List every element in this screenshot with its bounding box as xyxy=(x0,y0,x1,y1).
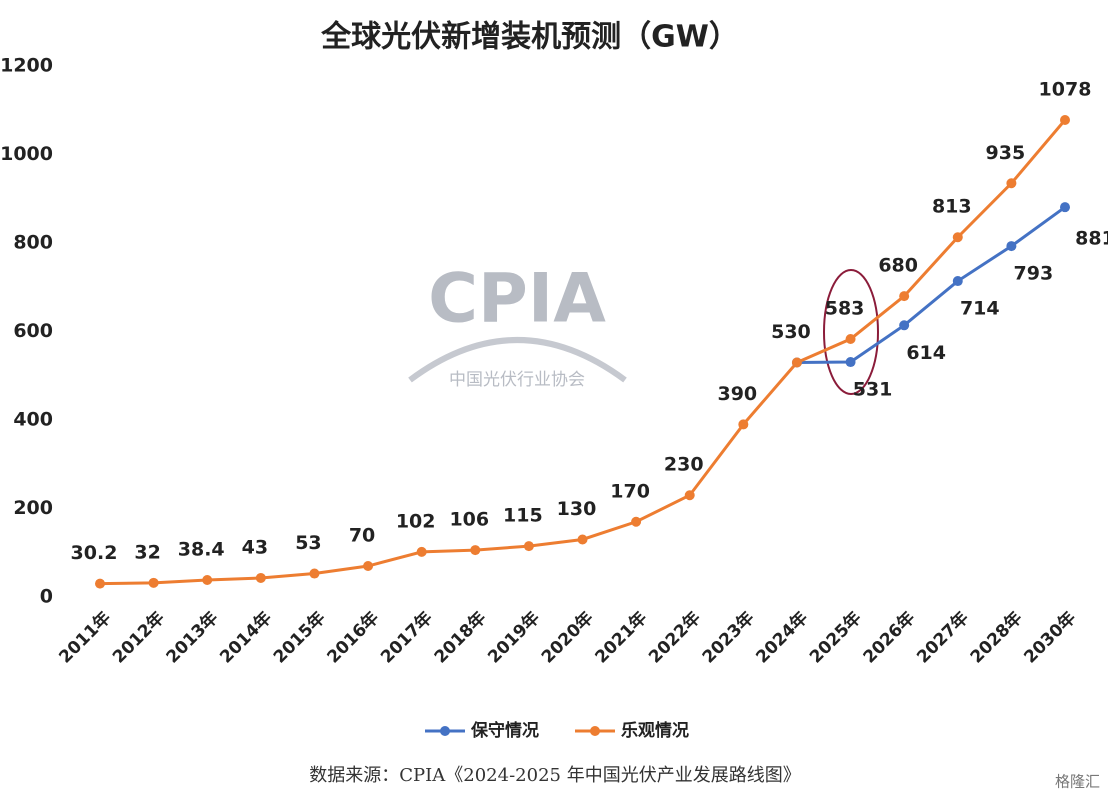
data-label: 102 xyxy=(396,510,436,532)
data-point xyxy=(95,578,105,589)
x-tick-label: 2014年 xyxy=(216,607,276,667)
data-label: 583 xyxy=(825,298,865,320)
data-label: 43 xyxy=(242,536,268,558)
data-label: 230 xyxy=(664,454,704,476)
x-tick-label: 2025年 xyxy=(805,607,865,667)
x-tick-label: 2012年 xyxy=(108,607,168,667)
data-point xyxy=(684,490,695,501)
x-tick-label: 2011年 xyxy=(55,607,115,667)
y-tick-label: 200 xyxy=(13,497,53,519)
legend-swatch-dot xyxy=(590,726,600,736)
data-label: 714 xyxy=(960,298,1000,320)
data-point xyxy=(845,334,856,345)
x-tick-label: 2030年 xyxy=(1020,607,1080,667)
data-point xyxy=(1060,114,1070,125)
data-point xyxy=(577,534,588,545)
data-point xyxy=(952,232,963,243)
x-tick-label: 2017年 xyxy=(376,607,436,667)
x-tick-label: 2015年 xyxy=(269,607,329,667)
data-point xyxy=(738,419,749,430)
data-label: 106 xyxy=(449,509,489,531)
corner-mark: 格隆汇 xyxy=(1055,773,1100,791)
data-point xyxy=(791,357,802,368)
data-label: 38.4 xyxy=(178,539,225,561)
data-point xyxy=(1006,178,1017,189)
legend-label: 保守情况 xyxy=(470,720,539,741)
data-label: 1078 xyxy=(1039,78,1092,100)
data-label: 115 xyxy=(503,505,543,527)
data-point xyxy=(202,575,213,586)
x-tick-label: 2020年 xyxy=(537,607,597,667)
x-tick-label: 2028年 xyxy=(966,607,1026,667)
source-note: 数据来源：CPIA《2024-2025 年中国光伏产业发展路线图》 xyxy=(309,765,800,786)
legend-label: 乐观情况 xyxy=(621,720,689,741)
x-tick-label: 2018年 xyxy=(430,607,490,667)
y-tick-label: 800 xyxy=(13,232,53,254)
data-point xyxy=(523,541,534,552)
data-point xyxy=(1060,202,1070,213)
data-point xyxy=(631,516,642,527)
watermark-arc xyxy=(408,337,627,383)
data-point xyxy=(363,561,374,572)
x-tick-label: 2022年 xyxy=(644,607,704,667)
data-label: 680 xyxy=(878,255,918,277)
data-label: 530 xyxy=(771,321,811,343)
y-tick-label: 1200 xyxy=(0,55,53,77)
data-label: 793 xyxy=(1014,263,1054,285)
chart-title: 全球光伏新增装机预测（GW） xyxy=(320,20,739,55)
x-tick-label: 2013年 xyxy=(162,607,222,667)
data-label: 531 xyxy=(853,379,893,401)
x-tick-label: 2016年 xyxy=(323,607,383,667)
data-label: 53 xyxy=(295,532,321,554)
highlight-ellipse xyxy=(823,269,879,395)
data-point xyxy=(309,568,320,579)
legend-swatch-dot xyxy=(440,726,450,736)
y-tick-label: 400 xyxy=(13,409,53,431)
watermark-logo: CPIA xyxy=(428,260,606,339)
data-label: 881 xyxy=(1075,228,1108,250)
data-label: 390 xyxy=(717,383,757,405)
data-label: 32 xyxy=(134,541,160,563)
watermark-org: 中国光伏行业协会 xyxy=(449,370,585,390)
data-point xyxy=(899,291,910,302)
x-tick-label: 2027年 xyxy=(913,607,973,667)
series-line xyxy=(796,205,1066,364)
data-point xyxy=(148,577,159,588)
x-tick-label: 2019年 xyxy=(484,607,544,667)
data-point xyxy=(899,320,910,331)
data-label: 30.2 xyxy=(71,542,118,564)
x-tick-label: 2026年 xyxy=(859,607,919,667)
data-point xyxy=(470,545,481,556)
data-label: 70 xyxy=(349,525,375,547)
data-point xyxy=(845,357,856,368)
watermark: CPIA 中国光伏行业协会 xyxy=(408,260,627,390)
data-point xyxy=(1006,241,1017,252)
data-point xyxy=(952,276,963,287)
x-tick-label: 2024年 xyxy=(752,607,812,667)
y-tick-label: 600 xyxy=(13,320,53,342)
y-tick-label: 0 xyxy=(40,586,53,608)
x-tick-label: 2023年 xyxy=(698,607,758,667)
data-label: 170 xyxy=(610,480,650,502)
data-point xyxy=(416,546,427,557)
x-tick-label: 2021年 xyxy=(591,607,651,667)
data-label: 935 xyxy=(986,142,1026,164)
data-label: 130 xyxy=(557,498,597,520)
data-point xyxy=(255,572,266,583)
data-label: 813 xyxy=(932,196,972,218)
y-tick-label: 1000 xyxy=(0,143,53,165)
data-label: 614 xyxy=(906,342,946,364)
